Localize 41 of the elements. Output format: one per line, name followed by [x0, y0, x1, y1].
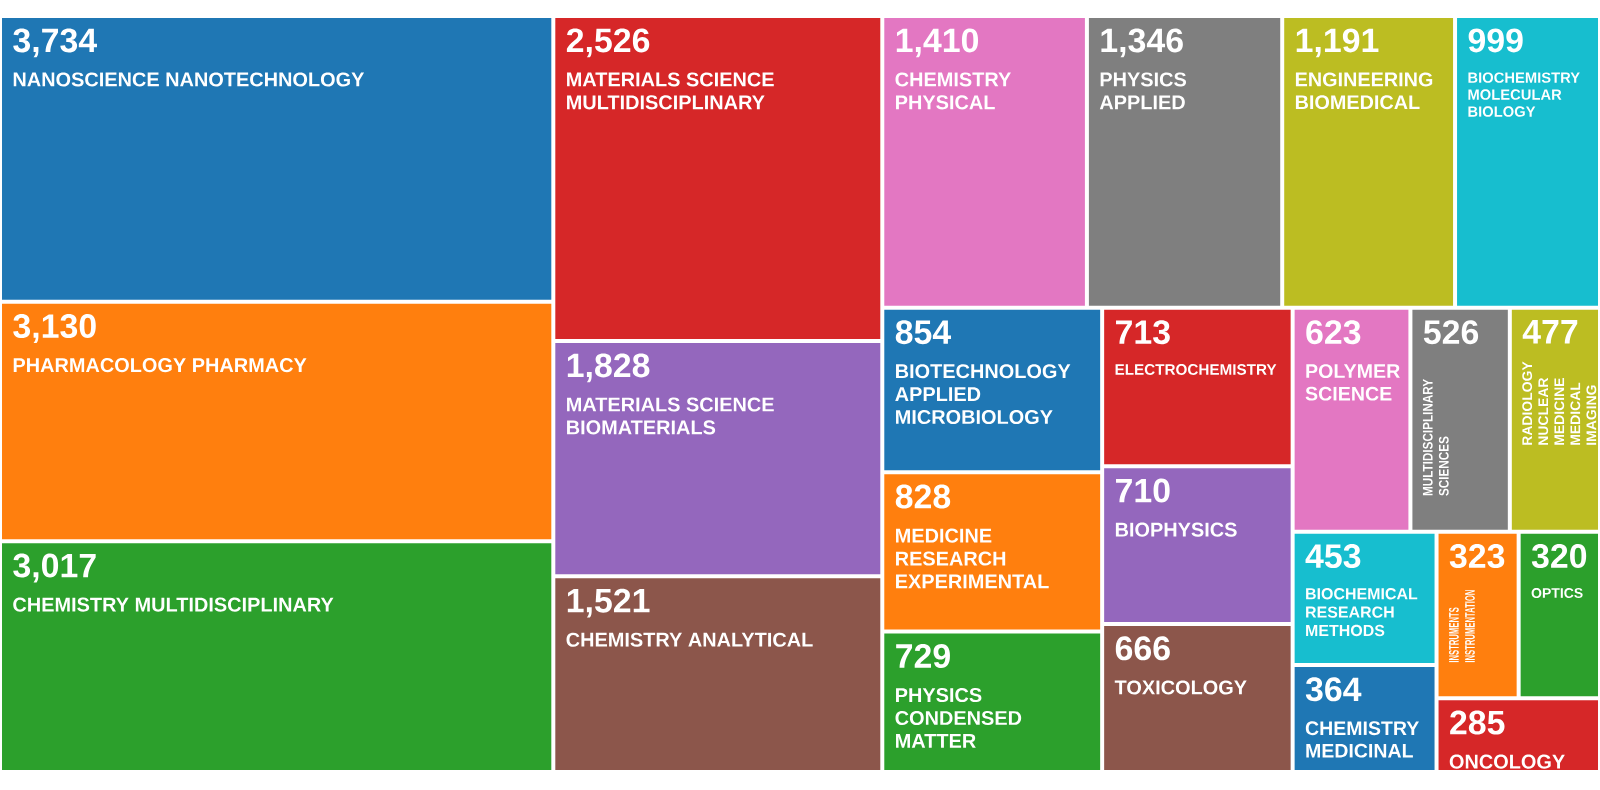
category-label: PHYSICS APPLIED	[1099, 72, 1187, 110]
category-label: BIOTECHNOLOGY APPLIED MICROBIOLOGY	[895, 364, 1071, 425]
data-label: 2,526	[566, 28, 650, 58]
category-label: NANOSCIENCE NANOTECHNOLOGY	[13, 72, 365, 87]
category-label: ENGINEERING BIOMEDICAL	[1295, 72, 1433, 110]
data-label: 320	[1531, 544, 1587, 569]
category-label: PHARMACOLOGY PHARMACY	[13, 358, 307, 373]
data-label: 1,828	[567, 353, 650, 383]
data-label: 1,346	[1101, 28, 1183, 58]
category-label: CHEMISTRY PHYSICAL	[895, 72, 1011, 110]
data-label: 710	[1116, 478, 1170, 503]
data-label: 729	[896, 644, 950, 669]
category-label: MATERIALS SCIENCE MULTIDISCIPLINARY	[567, 72, 774, 110]
data-label: 1,410	[896, 28, 979, 58]
data-label: 854	[895, 320, 952, 345]
data-label: 1,521	[567, 588, 650, 618]
data-label: 364	[1305, 677, 1362, 702]
data-label: 623	[1306, 320, 1361, 345]
category-label: CHEMISTRY MEDICINAL	[1305, 721, 1419, 758]
category-label: TOXICOLOGY	[1114, 680, 1247, 695]
data-label: 323	[1449, 544, 1505, 569]
data-label: 828	[895, 484, 951, 509]
category-label: MEDICINE RESEARCH EXPERIMENTAL	[896, 528, 1049, 589]
category-label: BIOPHYSICS	[1115, 522, 1237, 537]
data-label: 3,130	[13, 314, 96, 343]
data-label: 1,191	[1296, 28, 1379, 58]
category-label: ONCOLOGY	[1449, 754, 1565, 769]
data-label: 453	[1305, 544, 1361, 569]
category-label: POLYMER SCIENCE	[1305, 364, 1400, 401]
data-label: 3,017	[13, 553, 96, 583]
data-label: 285	[1450, 710, 1505, 735]
data-label: 666	[1115, 636, 1170, 661]
data-label: 526	[1423, 320, 1479, 345]
data-label: 999	[1468, 28, 1523, 53]
data-label: 477	[1522, 320, 1578, 344]
category-label: CHEMISTRY ANALYTICAL	[566, 632, 813, 647]
data-label: 713	[1116, 320, 1170, 345]
category-label: PHYSICS CONDENSED MATTER	[895, 688, 1022, 748]
category-label: CHEMISTRY MULTIDISCIPLINARY	[13, 597, 334, 612]
data-label: 3,734	[13, 28, 97, 58]
category-label: MATERIALS SCIENCE BIOMATERIALS	[567, 397, 774, 435]
